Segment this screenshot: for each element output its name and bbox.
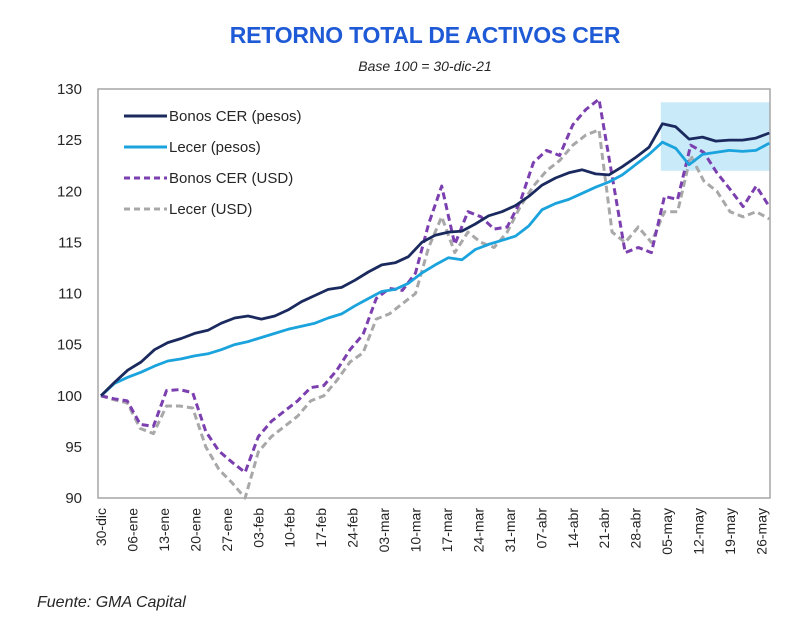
y-axis: 90 95 100 105 110 115 120 125 130 (57, 81, 82, 507)
chart-title: RETORNO TOTAL DE ACTIVOS CER (229, 22, 621, 48)
series-layer (100, 97, 771, 500)
legend-label: Bonos CER (pesos) (169, 108, 302, 125)
y-tick-label: 115 (58, 234, 82, 251)
x-tick-label: 24-mar (470, 508, 486, 553)
y-tick-label: 125 (57, 132, 82, 149)
highlight-region (660, 102, 770, 171)
x-tick-label: 14-abr (565, 508, 581, 549)
x-tick-label: 03-mar (376, 508, 392, 553)
legend-label: Lecer (pesos) (169, 139, 261, 156)
series-line-lecer-pesos (100, 140, 770, 397)
x-tick-label: 17-feb (313, 508, 329, 548)
series-line-bonos-cer-pesos (100, 122, 770, 397)
source-note: Fuente: GMA Capital (37, 594, 186, 611)
legend-label: Lecer (USD) (169, 201, 252, 218)
plot-frame-layer (97, 88, 771, 499)
series-line-lecer-usd (100, 128, 771, 500)
x-axis: 30-dic 06-ene 13-ene 20-ene 27-ene 03-feb 10-f… (93, 508, 769, 555)
x-tick-label: 03-feb (250, 508, 266, 548)
y-tick-label: 120 (57, 183, 82, 200)
y-tick-label: 110 (58, 286, 82, 303)
x-tick-label: 28-abr (628, 508, 644, 549)
x-tick-label: 07-abr (533, 508, 549, 549)
x-tick-label: 24-feb (345, 508, 361, 548)
x-tick-label: 27-ene (219, 508, 235, 552)
x-tick-label: 26-may (753, 508, 769, 555)
chart-subtitle: Base 100 = 30-dic-21 (358, 58, 492, 74)
x-tick-label: 30-dic (93, 508, 109, 546)
x-tick-label: 19-may (722, 508, 738, 555)
series-line-bonos-cer-usd (100, 97, 771, 474)
x-tick-label: 20-ene (187, 508, 203, 552)
y-tick-label: 100 (57, 388, 82, 405)
x-tick-label: 10-mar (408, 508, 424, 553)
highlight-layer (660, 102, 770, 171)
y-tick-label: 95 (65, 439, 82, 456)
y-tick-label: 90 (65, 490, 82, 507)
x-tick-label: 10-feb (282, 508, 298, 548)
legend: Bonos CER (pesos) Lecer (pesos) Bonos CER … (124, 108, 302, 218)
x-tick-label: 12-may (691, 508, 707, 555)
x-tick-label: 31-mar (502, 508, 518, 553)
x-tick-label: 06-ene (124, 508, 140, 552)
x-tick-label: 17-mar (439, 508, 455, 553)
x-tick-label: 13-ene (156, 508, 172, 552)
x-tick-label: 21-abr (596, 508, 612, 549)
y-tick-label: 105 (57, 337, 82, 354)
y-tick-label: 130 (57, 81, 82, 98)
plot-frame (97, 88, 771, 499)
x-tick-label: 05-may (659, 508, 675, 555)
legend-label: Bonos CER (USD) (169, 170, 293, 187)
